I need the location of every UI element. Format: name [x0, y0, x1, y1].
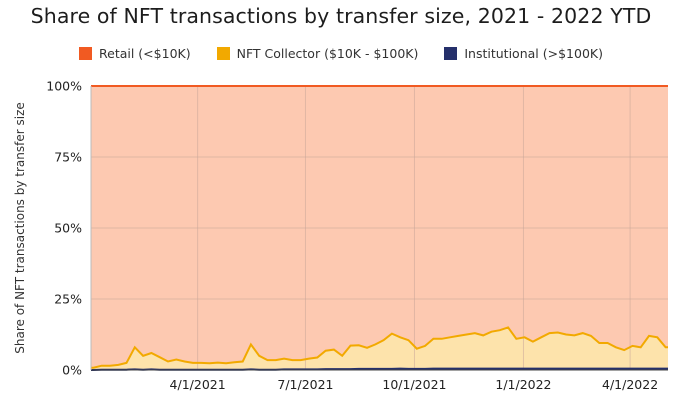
y-tick-label: 100%	[46, 79, 82, 94]
x-tick-label: 7/1/2021	[277, 377, 333, 392]
series-line-nft-collector	[91, 326, 668, 369]
legend-label-institutional: Institutional (>$100K)	[464, 46, 603, 61]
x-tick-label: 1/1/2022	[495, 377, 551, 392]
y-tick-label: 25%	[54, 292, 82, 307]
y-tick-label: 75%	[54, 150, 82, 165]
legend-item-retail: Retail (<$10K)	[79, 46, 191, 61]
x-tick-label: 4/1/2022	[602, 377, 658, 392]
y-axis-label: Share of NFT transactions by transfer si…	[13, 102, 27, 354]
x-tick-label: 10/1/2021	[382, 377, 446, 392]
legend: Retail (<$10K) NFT Collector ($10K - $10…	[0, 46, 682, 61]
y-tick-label: 50%	[54, 221, 82, 236]
legend-label-retail: Retail (<$10K)	[99, 46, 191, 61]
legend-swatch-institutional	[444, 47, 458, 60]
y-tick-label: 0%	[62, 363, 82, 378]
x-tick-label: 4/1/2021	[170, 377, 226, 392]
legend-item-nft-collector: NFT Collector ($10K - $100K)	[216, 46, 419, 61]
legend-item-institutional: Institutional (>$100K)	[444, 46, 603, 61]
legend-swatch-nft-collector	[216, 47, 230, 60]
chart-title: Share of NFT transactions by transfer si…	[30, 4, 652, 28]
legend-swatch-retail	[79, 47, 93, 60]
series-area-retail	[91, 86, 668, 368]
legend-label-nft-collector: NFT Collector ($10K - $100K)	[236, 46, 419, 61]
